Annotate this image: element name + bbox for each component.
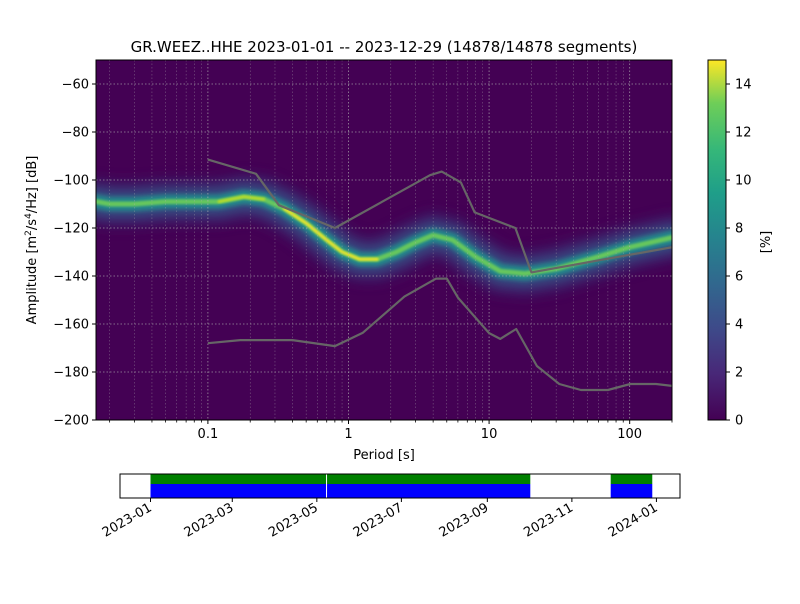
- density-peak: [282, 207, 379, 261]
- y-tick-label: −100: [53, 174, 89, 189]
- noise-model-low: [207, 277, 672, 392]
- x-tick-label: 1: [344, 427, 352, 442]
- colorbar-tick-label: 12: [735, 126, 752, 141]
- timeline-tick-label: 2023-05: [266, 500, 321, 540]
- x-axis-ticks: 0.1 1 10 100: [109, 420, 673, 442]
- timeline-segment-top: [610, 474, 653, 484]
- y-tick-label: −200: [53, 414, 89, 429]
- y-tick-label: −120: [53, 222, 89, 237]
- timeline-segment-bottom: [610, 484, 653, 498]
- timeline-tick-label: 2023-03: [182, 500, 237, 540]
- x-tick-label: 10: [481, 427, 498, 442]
- colorbar-ticks: 0 2 4 6 8 10 12 14: [726, 78, 752, 429]
- noise-model-lines: [207, 158, 672, 392]
- timeline-tick-label: 2023-07: [351, 500, 406, 540]
- colorbar-tick-label: 10: [735, 174, 752, 189]
- y-axis-ticks: −60 −80 −100 −120 −140 −160 −180 −200: [53, 78, 96, 429]
- colorbar-tick-label: 4: [735, 318, 743, 333]
- timeline-segments: [150, 474, 653, 498]
- timeline-segment-top: [326, 474, 531, 484]
- colorbar-tick-label: 0: [735, 414, 743, 429]
- x-axis-label: Period [s]: [353, 448, 415, 463]
- colorbar-tick-label: 6: [735, 270, 743, 285]
- timeline-tick-label: 2023-11: [521, 500, 576, 540]
- noise-model-high: [207, 158, 672, 274]
- x-tick-label: 100: [617, 427, 642, 442]
- colorbar: [707, 59, 727, 421]
- density-peak-secondary: [217, 195, 266, 204]
- y-tick-label: −180: [53, 366, 89, 381]
- heatmap-density: [96, 173, 672, 297]
- y-tick-label: −160: [53, 318, 89, 333]
- colorbar-tick-label: 8: [735, 222, 743, 237]
- y-tick-label: −140: [53, 270, 89, 285]
- y-axis-label: Amplitude [m2/s4/Hz] [dB]: [24, 156, 40, 325]
- colorbar-label: [%]: [759, 231, 774, 254]
- y-tick-label: −80: [62, 126, 89, 141]
- x-tick-label: 0.1: [198, 427, 219, 442]
- plot-frame: [95, 59, 673, 421]
- timeline-tick-label: 2024-01: [606, 500, 661, 540]
- timeline-segment-bottom: [150, 484, 327, 498]
- timeline-tick-label: 2023-01: [100, 500, 155, 540]
- grid-lines: [96, 60, 672, 420]
- timeline-ticks: 2023-01 2023-03 2023-05 2023-07 2023-09 2023-…: [100, 498, 660, 541]
- chart-title: GR.WEEZ..HHE 2023-01-01 -- 2023-12-29 (1…: [131, 38, 638, 56]
- timeline-segment-bottom: [326, 484, 531, 498]
- timeline-frame: [119, 473, 681, 499]
- colorbar-tick-label: 14: [735, 78, 752, 93]
- timeline-tick-label: 2023-09: [437, 500, 492, 540]
- colorbar-tick-label: 2: [735, 366, 743, 381]
- y-tick-label: −60: [62, 78, 89, 93]
- timeline-segment-top: [150, 474, 327, 484]
